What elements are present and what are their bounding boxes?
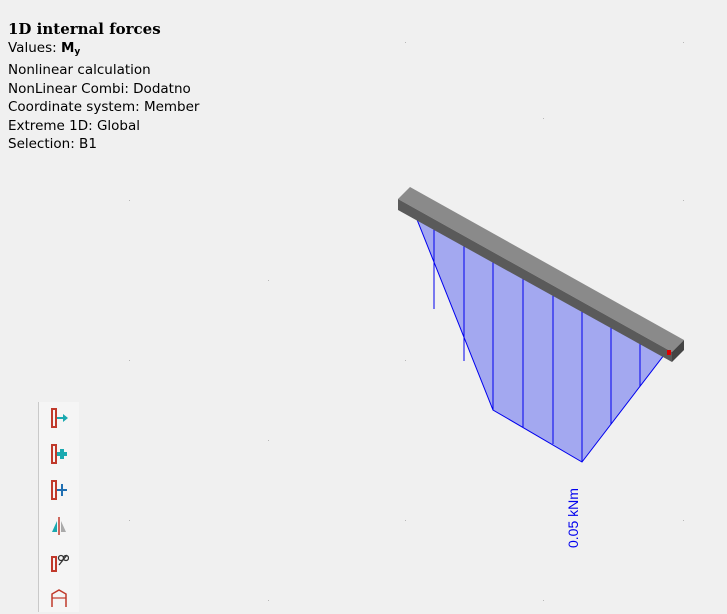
toolbar-tool-4[interactable] xyxy=(43,546,75,578)
result-info-panel: 1D internal forces Values: My Nonlinear … xyxy=(8,20,199,154)
insert-node-tool-icon xyxy=(51,408,68,428)
split-member-tool-icon xyxy=(51,554,69,572)
grid-dot xyxy=(129,520,130,521)
result-title: 1D internal forces xyxy=(8,20,161,38)
toolbar-tool-1[interactable] xyxy=(43,438,75,470)
calculation-type: Nonlinear calculation xyxy=(8,62,151,78)
coordinate-system: Coordinate system: Member xyxy=(8,99,200,115)
mirror-tool-icon xyxy=(52,517,66,535)
grid-dot xyxy=(268,280,269,281)
values-line: Values: My xyxy=(8,39,199,62)
toolbar-tool-5[interactable] xyxy=(43,582,75,614)
values-subscript: y xyxy=(74,46,81,57)
toolbar-tool-3[interactable] xyxy=(43,510,75,542)
toolbar-tool-0[interactable] xyxy=(43,402,75,434)
vertical-toolbar xyxy=(38,402,79,612)
diagram-hatch-lines xyxy=(433,227,641,462)
grid-dot xyxy=(129,360,130,361)
grid-dot xyxy=(405,520,406,521)
moment-value-label: 0.05 kNm xyxy=(565,488,581,548)
add-member-tool-icon xyxy=(51,444,67,464)
selection-info: Selection: B1 xyxy=(8,136,97,152)
extreme-setting: Extreme 1D: Global xyxy=(8,117,141,134)
grid-dot xyxy=(683,200,684,201)
grid-dot xyxy=(543,600,544,601)
grid-dot xyxy=(405,360,406,361)
values-label: Values: xyxy=(8,39,61,56)
grid-dot xyxy=(683,520,684,521)
grid-dot xyxy=(268,600,269,601)
grid-dot xyxy=(683,42,684,43)
frame-tool-icon xyxy=(51,589,67,607)
grid-dot xyxy=(543,118,544,119)
beam-member-b1[interactable] xyxy=(398,187,684,362)
node-marker[interactable] xyxy=(667,350,671,355)
grid-dot xyxy=(129,200,130,201)
toolbar-tool-2[interactable] xyxy=(43,474,75,506)
grid-dot xyxy=(405,42,406,43)
moment-diagram-fill xyxy=(415,215,665,463)
connect-members-tool-icon xyxy=(51,480,67,500)
values-quantity: M xyxy=(60,39,75,56)
grid-dot xyxy=(268,440,269,441)
combination-name: NonLinear Combi: Dodatno xyxy=(8,80,191,97)
